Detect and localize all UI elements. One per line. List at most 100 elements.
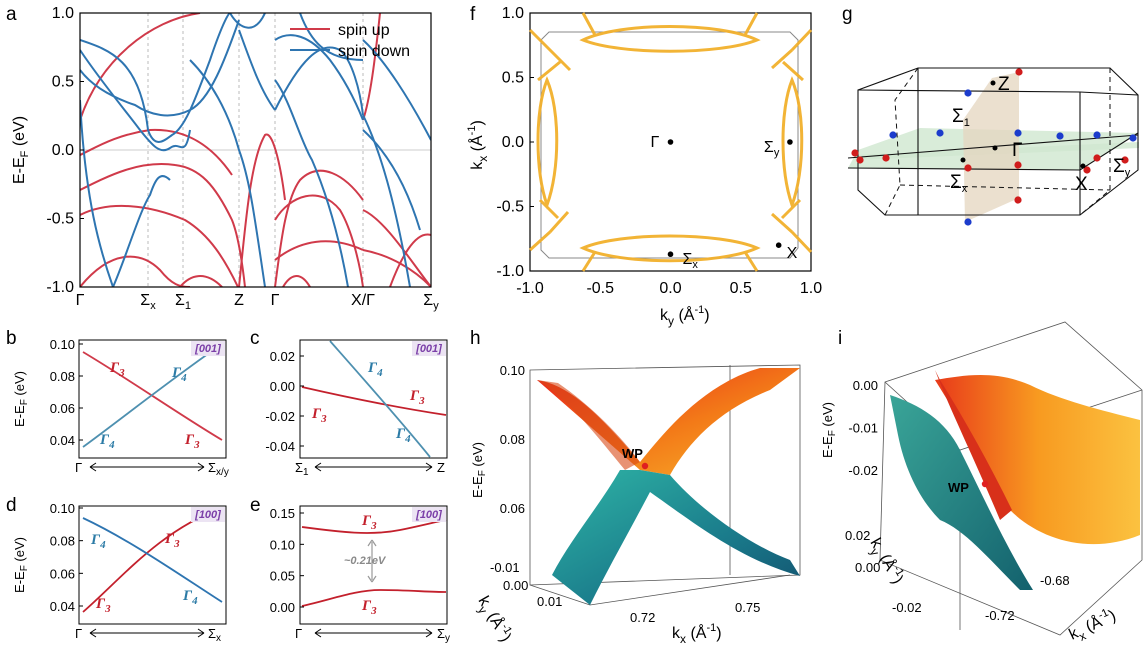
- panel-e-direction: [100]: [415, 509, 442, 521]
- panel-h-wp: WP: [622, 446, 643, 461]
- panel-b-xstart: Γ: [75, 460, 82, 475]
- y-tick-label: -0.5: [46, 211, 74, 228]
- y-tick-label: 0.06: [50, 566, 75, 581]
- bz-label: Σ1: [952, 106, 970, 129]
- panel-a-ylabel: E-EF (eV): [11, 116, 31, 184]
- y-tick-label: 0.10: [270, 537, 295, 552]
- panel-d-direction: [100]: [194, 509, 221, 521]
- bz-point: [1056, 132, 1064, 140]
- band-label: Γ3: [409, 388, 425, 407]
- panel-d-xstart: Γ: [75, 626, 82, 641]
- bz-point: [1129, 134, 1137, 142]
- z-tick-label: -0.02: [848, 463, 878, 478]
- band-label: Γ3: [361, 513, 377, 532]
- legend-spin-down: spin down: [338, 43, 410, 60]
- panel-h-xlabel: kx (Å-1): [672, 622, 722, 646]
- bz-point: [1015, 68, 1023, 76]
- x-tick-label: -1.0: [516, 280, 544, 297]
- bz-point: [960, 157, 966, 163]
- y-tick-label: -0.5: [496, 199, 524, 216]
- bz-label: Z: [998, 74, 1010, 95]
- panel-h-ytick: 0.00: [503, 578, 528, 593]
- panel-b-direction: [001]: [194, 343, 221, 355]
- y-tick-label: 0.05: [270, 569, 295, 584]
- x-tick-label: 1.0: [800, 280, 822, 297]
- panel-f-fermi-surface: Γ Σy Σx X 1.0 0.5 0.0 -0.5 -1.0 -1.0 -0.5 0.0 0.5 1…: [466, 5, 822, 328]
- panel-c-zoom: [001] Γ4 Γ3 Γ3 Γ4 0.020.00-0.02-0.04 Σ1 …: [265, 339, 448, 478]
- band-label: Γ3: [311, 406, 327, 425]
- z-tick-label: 0.00: [853, 378, 878, 393]
- y-tick-label: 0.04: [50, 599, 75, 614]
- y-tick-label: 0.02: [270, 349, 295, 364]
- panel-f-xlabel: ky (Å-1): [660, 304, 710, 328]
- panel-h-ylabel: E-EF (eV): [470, 442, 488, 498]
- panel-i-xtick: -0.72: [985, 608, 1015, 623]
- panel-h-ytick: 0.01: [537, 594, 562, 609]
- bz-point: [1093, 131, 1101, 139]
- z-tick-label: 0.06: [500, 501, 525, 516]
- panel-e-xend: Σy: [437, 626, 450, 644]
- y-tick-label: 1.0: [52, 5, 74, 22]
- bz-point: [964, 164, 972, 172]
- z-tick-label: 0.08: [500, 432, 525, 447]
- panel-letter-f: f: [470, 4, 476, 25]
- y-tick-label: 0.10: [50, 337, 75, 352]
- band-label: Γ4: [182, 588, 198, 607]
- band-label: Γ4: [171, 365, 187, 384]
- y-tick-label: 0.5: [52, 74, 74, 91]
- y-tick-label: 0.04: [50, 433, 75, 448]
- panel-letter-h: h: [470, 328, 481, 349]
- bz-point: [1014, 129, 1022, 137]
- panel-d-xend: Σx: [208, 626, 221, 644]
- panel-a-band-structure: 1.0 0.5 0.0 -0.5 -1.0 Γ Σx Σ1 Z Γ X/Γ Σy E-EF (eV)…: [11, 5, 439, 312]
- bz-point: [889, 131, 897, 139]
- panel-c-direction: [001]: [415, 343, 442, 355]
- panel-i-xlabel: kx (Å-1): [1065, 605, 1120, 648]
- bz-point: [882, 154, 890, 162]
- bz-label: Σx: [950, 172, 968, 195]
- bz-point: [964, 89, 972, 97]
- panel-i-wp: WP: [948, 480, 969, 495]
- bz-point: [936, 129, 944, 137]
- band-label: Γ4: [395, 426, 411, 445]
- band-label: Γ3: [361, 598, 377, 617]
- x-tick-label: Γ: [76, 292, 85, 309]
- k-point-label: Σx: [683, 251, 699, 271]
- bz-point: [856, 156, 864, 164]
- panel-b-ylabel: E-EF (eV): [12, 371, 30, 427]
- panel-i-ytick: -0.02: [892, 600, 922, 615]
- panel-h-3d-surface: WP 0.10 0.08 0.06 0.72 0.75 kx (Å-1) -0.01…: [470, 363, 801, 646]
- y-tick-label: 0.08: [50, 534, 75, 549]
- bz-point: [1083, 166, 1091, 174]
- x-tick-label: Σ1: [175, 292, 191, 312]
- y-tick-label: 0.00: [270, 379, 295, 394]
- panel-i-ytick: 0.02: [845, 528, 870, 543]
- k-point: [787, 139, 793, 145]
- panel-e-zoom: [100] ~0.21eV Γ3 Γ3 0.15 0.10 0.05 0.00 Γ Σ…: [270, 505, 450, 644]
- x-tick-label: 0.5: [730, 280, 752, 297]
- k-point-label: X: [787, 245, 798, 262]
- legend-spin-up: spin up: [338, 22, 390, 39]
- x-tick-label: Σy: [423, 292, 439, 312]
- band-label: Γ4: [99, 432, 115, 451]
- y-tick-label: -1.0: [46, 279, 74, 296]
- x-tick-label: Σx: [140, 292, 156, 312]
- band-label: Γ3: [109, 360, 125, 379]
- spin-up-bands: [80, 13, 431, 287]
- bz-point: [964, 218, 972, 226]
- k-point-label: Γ: [651, 134, 660, 151]
- panel-i-3d-surface: WP 0.00 -0.01 -0.02 -0.68 -0.72 kx (Å-1) 0…: [820, 321, 1143, 648]
- y-tick-label: 0.0: [52, 142, 74, 159]
- panel-a-legend: spin up spin down: [290, 22, 410, 60]
- bz-point: [1121, 156, 1129, 164]
- panel-i-ytick: 0.00: [855, 560, 880, 575]
- bz-point: [1080, 163, 1086, 169]
- y-tick-label: 0.00: [270, 600, 295, 615]
- bz-label: X: [1075, 174, 1088, 195]
- panel-b-zoom: [001] Γ3 Γ4 Γ4 Γ3 0.10 0.08 0.06 0.04 Γ Σx/…: [12, 337, 229, 478]
- panel-c-xstart: Σ1: [295, 460, 309, 478]
- panel-c-xend: Z: [437, 460, 445, 475]
- bz-label: Γ: [1012, 140, 1022, 161]
- band-label: Γ3: [164, 531, 180, 550]
- panel-h-ytick: -0.01: [490, 560, 520, 575]
